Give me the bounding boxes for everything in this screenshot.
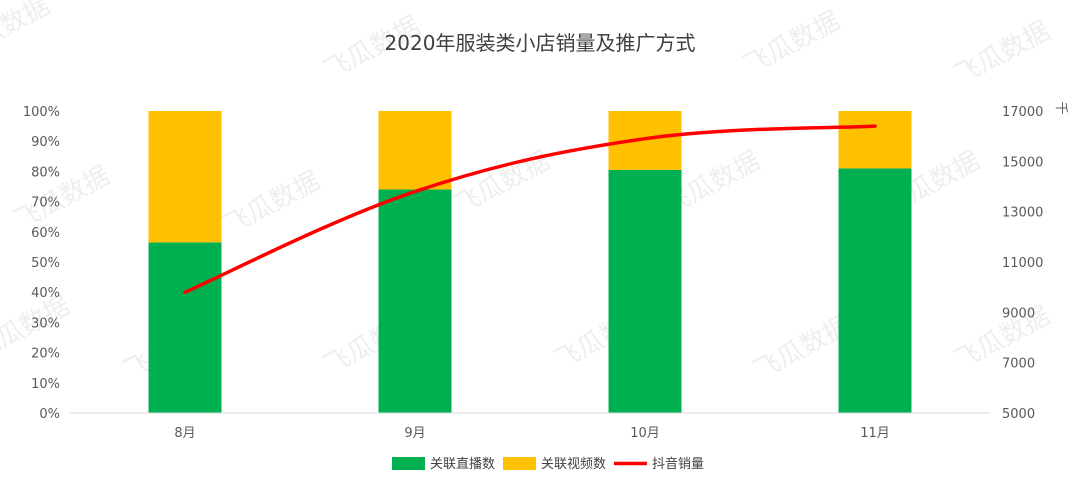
legend: 关联直播数 关联视频数 抖音销量 — [392, 456, 704, 472]
left-tick-label: 70% — [31, 196, 60, 211]
right-tick-label: 9000 — [1002, 306, 1035, 321]
line-series — [183, 124, 877, 294]
watermark-text: 飞瓜数据 — [9, 161, 115, 236]
bar-segment — [378, 111, 452, 190]
right-tick-label: 13000 — [1002, 206, 1043, 221]
right-tick-label: 5000 — [1002, 407, 1035, 422]
right-tick-label: 11000 — [1002, 256, 1043, 271]
x-axis-labels: 8月 9月 10月 11月 — [174, 426, 889, 441]
bar-segment — [838, 168, 912, 413]
watermark-text: 飞瓜数据 — [739, 6, 845, 81]
bar-segment — [148, 242, 222, 413]
bars — [148, 111, 912, 413]
legend-label: 关联视频数 — [541, 457, 606, 472]
right-tick-label: 15000 — [1002, 155, 1043, 170]
x-tick-label: 11月 — [860, 426, 890, 441]
watermark-text: 飞瓜数据 — [219, 166, 325, 241]
left-tick-label: 40% — [31, 286, 60, 301]
left-tick-label: 10% — [31, 377, 60, 392]
chart-title: 2020年服装类小店销量及推广方式 — [385, 31, 696, 55]
left-tick-label: 100% — [23, 105, 60, 120]
bar-segment — [378, 189, 452, 413]
left-tick-label: 30% — [31, 316, 60, 331]
left-tick-label: 80% — [31, 165, 60, 180]
right-tick-label: 17000 — [1002, 105, 1043, 120]
legend-label: 抖音销量 — [652, 456, 704, 472]
legend-label: 关联直播数 — [430, 457, 495, 472]
bar-segment — [608, 169, 682, 413]
left-y-axis: 0% 10% 20% 30% 40% 50% 60% 70% 80% 90% 100% — [23, 105, 60, 422]
watermark-text: 飞瓜数据 — [949, 16, 1055, 91]
right-tick-label: 7000 — [1002, 357, 1035, 372]
left-tick-label: 50% — [31, 256, 60, 271]
legend-swatch — [503, 457, 536, 470]
left-tick-label: 0% — [39, 407, 60, 422]
bar-segment — [838, 111, 912, 169]
x-tick-label: 9月 — [404, 426, 425, 441]
line-douyin-sales — [183, 124, 877, 294]
legend-swatch — [392, 457, 425, 470]
watermark-text: 飞瓜数据 — [0, 0, 55, 66]
x-tick-label: 10月 — [630, 426, 660, 441]
left-tick-label: 20% — [31, 347, 60, 362]
bar-segment — [148, 111, 222, 243]
x-tick-label: 8月 — [174, 426, 195, 441]
right-y-axis: 5000 7000 9000 11000 13000 15000 17000 — [1002, 105, 1043, 422]
left-tick-label: 60% — [31, 226, 60, 241]
right-axis-unit: 千 — [1053, 101, 1068, 114]
left-tick-label: 90% — [31, 135, 60, 150]
